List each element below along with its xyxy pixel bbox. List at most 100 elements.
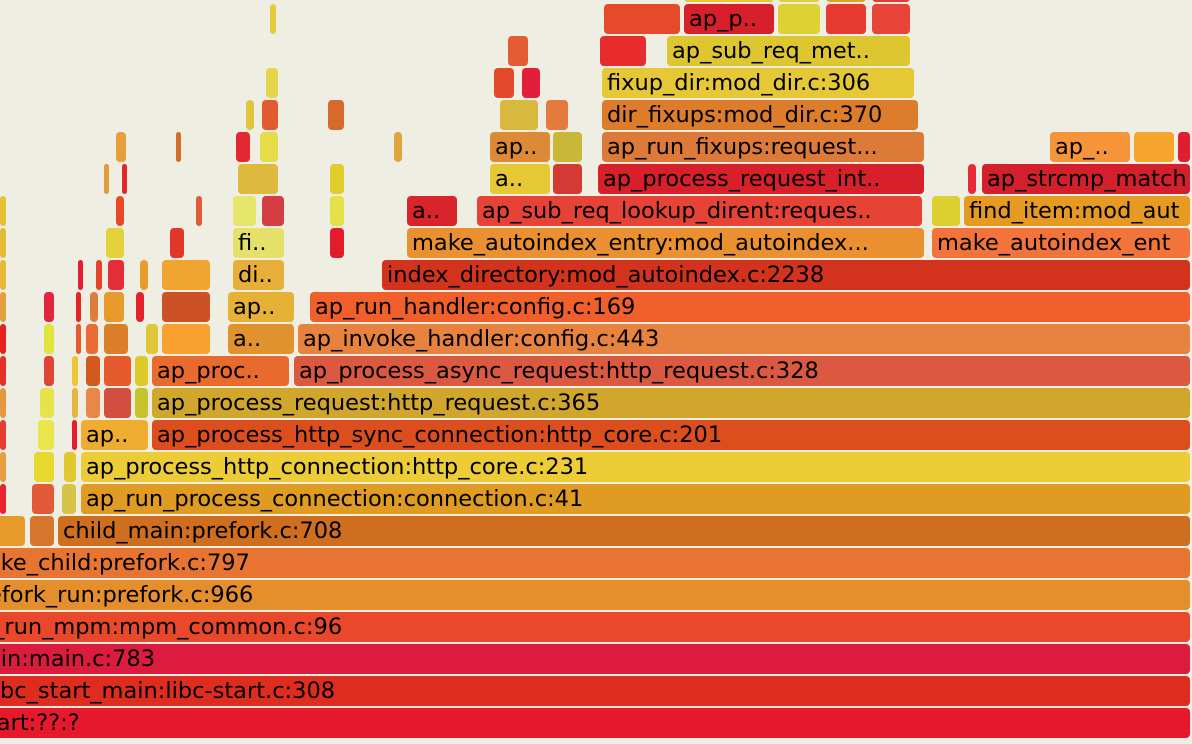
flame-frame[interactable]: [0, 228, 6, 258]
flame-frame[interactable]: [1178, 132, 1190, 162]
flame-frame[interactable]: [78, 260, 83, 290]
flame-frame[interactable]: [778, 4, 820, 34]
flame-frame[interactable]: [394, 132, 402, 162]
flame-frame[interactable]: [72, 356, 78, 386]
flame-frame[interactable]: [270, 4, 276, 34]
flame-frame[interactable]: [0, 292, 6, 322]
flame-frame[interactable]: [116, 132, 126, 162]
flame-frame[interactable]: ap_run_handler:config.c:169: [310, 292, 1190, 322]
flame-frame[interactable]: [494, 68, 514, 98]
flame-frame[interactable]: [0, 260, 6, 290]
flame-frame[interactable]: [968, 164, 976, 194]
flame-frame[interactable]: __libc_start_main:libc-start.c:308: [0, 676, 1190, 706]
flame-frame[interactable]: fixup_dir:mod_dir.c:306: [602, 68, 914, 98]
flame-frame[interactable]: ap_run_mpm:mpm_common.c:96: [0, 612, 1190, 642]
flame-frame[interactable]: [600, 36, 646, 66]
flame-frame[interactable]: make_child:prefork.c:797: [0, 548, 1190, 578]
flame-frame[interactable]: [826, 4, 866, 34]
flame-frame[interactable]: ap_process_request:http_request.c:365: [152, 388, 1190, 418]
flame-frame[interactable]: [1134, 132, 1174, 162]
flame-frame[interactable]: [64, 452, 76, 482]
flame-frame[interactable]: [328, 100, 344, 130]
flame-frame[interactable]: [262, 100, 278, 130]
flame-frame[interactable]: [135, 388, 148, 418]
flame-frame[interactable]: [38, 420, 54, 450]
flame-frame[interactable]: main:main.c:783: [0, 644, 1190, 674]
flame-frame[interactable]: [0, 324, 6, 354]
flame-frame[interactable]: ap_..: [1050, 132, 1130, 162]
flame-frame[interactable]: [76, 324, 81, 354]
flame-frame[interactable]: [872, 0, 910, 2]
flame-frame[interactable]: a..: [490, 164, 550, 194]
flame-frame[interactable]: [30, 516, 54, 546]
flame-frame[interactable]: [330, 228, 344, 258]
flame-frame[interactable]: ap_sub_req_met..: [667, 36, 910, 66]
flame-frame[interactable]: [90, 292, 98, 322]
flame-frame[interactable]: [238, 164, 278, 194]
flame-frame[interactable]: [86, 356, 100, 386]
flame-frame[interactable]: [104, 388, 131, 418]
flame-frame[interactable]: ap_sub_req_lookup_dirent:reques..: [477, 196, 922, 226]
flame-frame[interactable]: [0, 452, 6, 482]
flame-frame[interactable]: [233, 196, 256, 226]
flame-frame[interactable]: [104, 164, 109, 194]
flame-frame[interactable]: [44, 292, 54, 322]
flame-frame[interactable]: [32, 484, 54, 514]
flame-frame[interactable]: [0, 356, 6, 386]
flame-frame[interactable]: [106, 228, 124, 258]
flame-frame[interactable]: [104, 356, 131, 386]
flame-frame[interactable]: [508, 36, 528, 66]
flame-frame[interactable]: [72, 388, 78, 418]
flame-frame[interactable]: [872, 4, 910, 34]
flame-frame[interactable]: child_main:prefork.c:708: [58, 516, 1190, 546]
flame-frame[interactable]: [170, 228, 184, 258]
flame-frame[interactable]: [108, 260, 124, 290]
flame-frame[interactable]: [62, 484, 76, 514]
flame-frame[interactable]: [104, 292, 124, 322]
flame-frame[interactable]: [146, 324, 158, 354]
flame-frame[interactable]: [236, 132, 250, 162]
flame-frame[interactable]: [176, 132, 181, 162]
flame-frame[interactable]: [522, 68, 540, 98]
flame-frame[interactable]: [266, 68, 278, 98]
flame-frame[interactable]: index_directory:mod_autoindex.c:2238: [382, 260, 1190, 290]
flame-frame[interactable]: [135, 356, 148, 386]
flame-frame[interactable]: ap..: [81, 420, 148, 450]
flame-frame[interactable]: ap_run_fixups:request...: [602, 132, 924, 162]
flame-frame[interactable]: ap_process_request_int..: [598, 164, 924, 194]
flame-frame[interactable]: ap_run_process_connection:connection.c:4…: [81, 484, 1190, 514]
flame-frame[interactable]: [34, 452, 54, 482]
flame-frame[interactable]: make_autoindex_entry:mod_autoindex...: [407, 228, 924, 258]
flame-frame[interactable]: [140, 260, 148, 290]
flame-frame[interactable]: [246, 100, 254, 130]
flame-frame[interactable]: [330, 164, 344, 194]
flame-frame[interactable]: [932, 196, 960, 226]
flame-frame[interactable]: [196, 196, 202, 226]
flame-frame[interactable]: prefork_run:prefork.c:966: [0, 580, 1190, 610]
flame-frame[interactable]: ap_strcmp_match: [982, 164, 1190, 194]
flame-frame[interactable]: [162, 260, 210, 290]
flame-frame[interactable]: [553, 164, 582, 194]
flame-frame[interactable]: [162, 292, 210, 322]
flame-frame[interactable]: _start:??:?: [0, 708, 1190, 738]
flame-frame[interactable]: make_autoindex_ent: [932, 228, 1190, 258]
flame-frame[interactable]: ap..: [228, 292, 294, 322]
flame-frame[interactable]: [262, 196, 284, 226]
flame-frame[interactable]: a..: [228, 324, 294, 354]
flame-frame[interactable]: [500, 100, 538, 130]
flame-frame[interactable]: [553, 132, 582, 162]
flame-frame[interactable]: [136, 292, 144, 322]
flame-frame[interactable]: ap_r..: [684, 0, 774, 2]
flame-frame[interactable]: di..: [233, 260, 284, 290]
flame-frame[interactable]: ap..: [490, 132, 550, 162]
flame-frame[interactable]: [122, 164, 127, 194]
flame-frame[interactable]: ap_process_http_connection:http_core.c:2…: [81, 452, 1190, 482]
flame-frame[interactable]: ap_p..: [684, 4, 774, 34]
flame-frame[interactable]: [0, 420, 6, 450]
flame-frame[interactable]: a..: [407, 196, 457, 226]
flame-frame[interactable]: [260, 132, 278, 162]
flame-frame[interactable]: [86, 388, 100, 418]
flame-frame[interactable]: [72, 420, 77, 450]
flame-frame[interactable]: [44, 356, 54, 386]
flame-frame[interactable]: ap_proc..: [152, 356, 289, 386]
